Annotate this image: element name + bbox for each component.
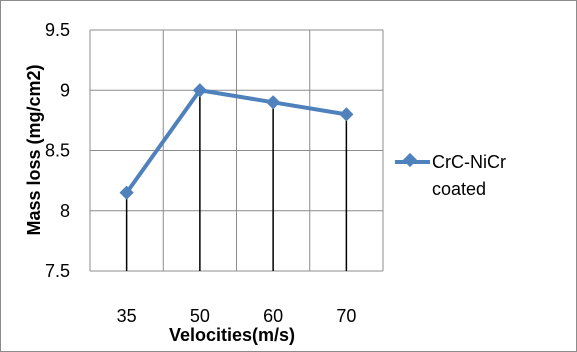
data-point-3	[339, 107, 354, 122]
y-axis-title: Mass loss (mg/cm2)	[24, 64, 44, 235]
legend-marker	[402, 152, 418, 168]
y-tick-label-1: 8	[60, 201, 70, 221]
legend-label-line2: coated	[432, 179, 486, 199]
drop-lines	[125, 90, 348, 271]
axes	[89, 30, 383, 272]
y-tick-label-3: 9	[60, 80, 70, 100]
x-tick-label-2: 60	[263, 306, 283, 326]
y-tick-label-0: 7.5	[45, 261, 70, 281]
x-tick-labels: 35 50 60 70	[117, 306, 357, 326]
data-point-2	[266, 95, 281, 110]
y-tick-labels: 7.5 8 8.5 9 9.5	[45, 20, 70, 281]
gridlines	[89, 29, 384, 272]
series-line-0	[124, 88, 347, 194]
legend: CrC-NiCr coated	[395, 152, 506, 199]
legend-label-line1: CrC-NiCr	[432, 152, 506, 172]
x-tick-label-0: 35	[117, 306, 137, 326]
x-tick-label-1: 50	[190, 306, 210, 326]
y-tick-label-2: 8.5	[45, 141, 70, 161]
x-axis-title: Velocities(m/s)	[169, 325, 295, 345]
y-tick-label-4: 9.5	[45, 20, 70, 40]
x-tick-label-3: 70	[336, 306, 356, 326]
